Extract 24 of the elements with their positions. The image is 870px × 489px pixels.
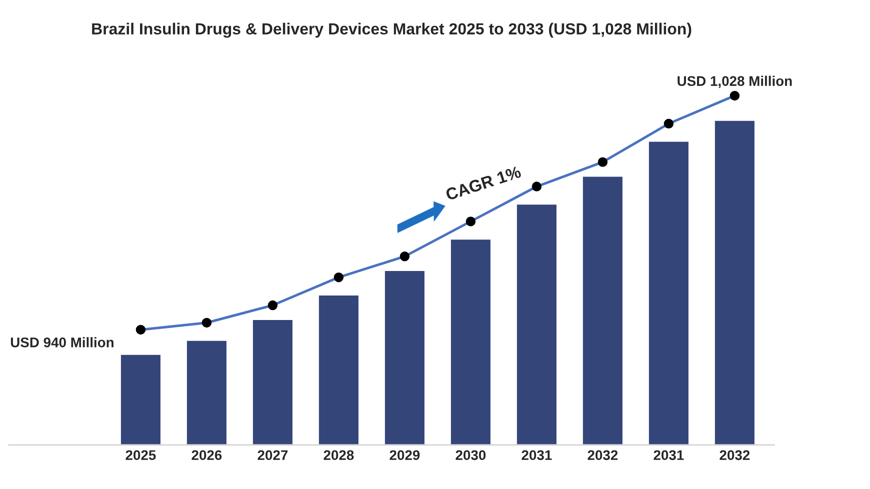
- bar: [648, 140, 690, 445]
- bar: [186, 340, 228, 445]
- bar: [318, 294, 360, 445]
- x-tick-label: 2028: [324, 450, 354, 460]
- bar: [582, 175, 624, 445]
- bar: [384, 270, 426, 445]
- x-tick-label: 2032: [720, 450, 750, 460]
- annotation: CAGR 1%: [445, 166, 522, 201]
- x-tick-label: 2031: [522, 450, 552, 460]
- chart-title: Brazil Insulin Drugs & Delivery Devices Market 2025 to 2033 (USD 1,028 Million): [92, 22, 692, 38]
- x-tick-label: 2030: [456, 450, 486, 460]
- annotation: USD 940 Million: [10, 337, 114, 348]
- text: USD 1,028 Million: [678, 76, 792, 88]
- x-tick-label: 2026: [192, 450, 222, 460]
- bar: [120, 353, 162, 445]
- x-tick-label: 2029: [390, 450, 420, 460]
- bar: [516, 203, 558, 445]
- bar: [714, 119, 756, 445]
- bar: [252, 318, 294, 445]
- bar: [450, 238, 492, 445]
- x-tick-label: 2027: [258, 450, 288, 460]
- x-tick-label: 2031: [654, 450, 684, 460]
- x-tick-label: 2025: [126, 450, 156, 460]
- x-tick-label: 2032: [588, 450, 618, 460]
